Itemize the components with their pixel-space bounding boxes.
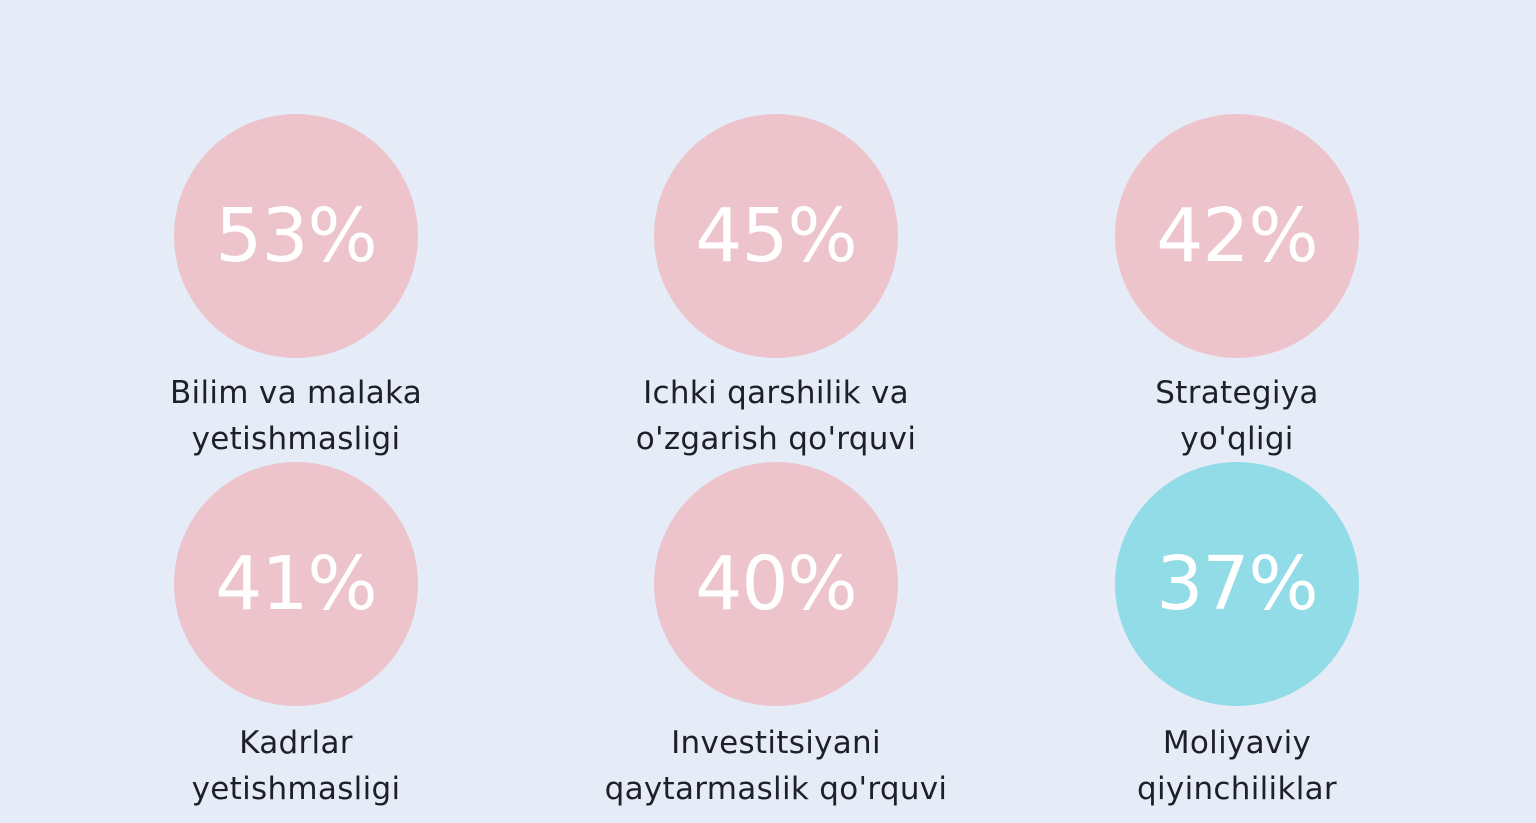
stat-circle: 45% (654, 114, 898, 358)
stat-circle: 53% (174, 114, 418, 358)
stat-label-line: Investitsiyani (671, 725, 881, 761)
stat-label-line: o'zgarish qo'rquvi (635, 421, 917, 457)
stat-label-line: Moliyaviy (1162, 725, 1312, 761)
stat-label: Moliyaviy qiyinchiliklar (1027, 720, 1447, 812)
stat-label-line: yetishmasligi (191, 421, 401, 457)
stat-label-line: qaytarmaslik qo'rquvi (604, 771, 948, 807)
stat-label: Strategiya yo'qligi (1027, 370, 1447, 462)
stat-label-line: yetishmasligi (191, 771, 401, 807)
stat-item-resistance: 45% Ichki qarshilik va o'zgarish qo'rquv… (566, 114, 986, 462)
stat-value: 53% (215, 193, 377, 279)
stat-value: 40% (695, 541, 857, 627)
stat-value: 41% (215, 541, 377, 627)
stat-label-line: Strategiya (1155, 375, 1319, 411)
stat-value: 45% (695, 193, 857, 279)
stat-label-line: Kadrlar (239, 725, 353, 761)
stat-value: 42% (1156, 193, 1318, 279)
stat-value: 37% (1156, 541, 1318, 627)
stat-circle: 41% (174, 462, 418, 706)
stat-label: Bilim va malaka yetishmasligi (86, 370, 506, 462)
stat-label-line: qiyinchiliklar (1137, 771, 1337, 807)
stat-circle: 40% (654, 462, 898, 706)
stat-label-line: Bilim va malaka (169, 375, 423, 411)
stat-item-knowledge: 53% Bilim va malaka yetishmasligi (86, 114, 506, 462)
stat-item-strategy: 42% Strategiya yo'qligi (1027, 114, 1447, 462)
stat-label: Ichki qarshilik va o'zgarish qo'rquvi (566, 370, 986, 462)
stat-item-investment: 40% Investitsiyani qaytarmaslik qo'rquvi (566, 462, 986, 812)
stat-label-line: Ichki qarshilik va (643, 375, 909, 411)
stat-label-line: yo'qligi (1180, 421, 1294, 457)
stat-circle: 42% (1115, 114, 1359, 358)
stat-label: Investitsiyani qaytarmaslik qo'rquvi (566, 720, 986, 812)
stat-label: Kadrlar yetishmasligi (86, 720, 506, 812)
stat-circle-highlight: 37% (1115, 462, 1359, 706)
stat-item-financial: 37% Moliyaviy qiyinchiliklar (1027, 462, 1447, 812)
stat-item-staff: 41% Kadrlar yetishmasligi (86, 462, 506, 812)
